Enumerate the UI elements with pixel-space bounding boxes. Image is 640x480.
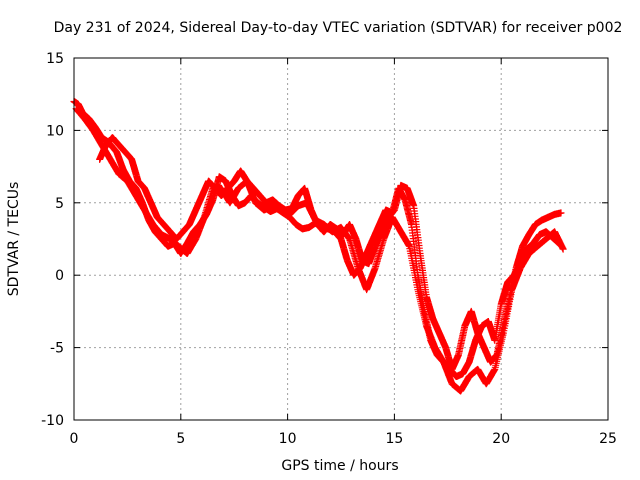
grid: [74, 58, 608, 420]
x-tick-label: 20: [492, 431, 510, 447]
chart-title: Day 231 of 2024, Sidereal Day-to-day VTE…: [54, 20, 623, 36]
plot-frame: [73, 57, 609, 421]
y-axis-label: SDTVAR / TECUs: [6, 182, 22, 297]
x-tick-label: 0: [70, 431, 79, 447]
x-tick-label: 15: [385, 431, 403, 447]
x-tick-label: 10: [279, 431, 297, 447]
y-tick-label: 5: [55, 196, 64, 212]
y-tick-label: 0: [55, 268, 64, 284]
x-tick-label: 25: [599, 431, 617, 447]
x-axis-label: GPS time / hours: [281, 458, 398, 474]
y-tick-label: 15: [46, 51, 64, 67]
axes: 0 5 10 15 20 25 -10 -5 0 5 10 15: [41, 51, 617, 447]
series-3: [96, 134, 565, 373]
x-tick-label: 5: [176, 431, 185, 447]
plot-area: [70, 97, 567, 395]
y-tick-label: 10: [46, 123, 64, 139]
series-trace: [96, 134, 565, 372]
y-tick-label: -10: [41, 413, 64, 429]
y-tick-label: -5: [50, 341, 64, 357]
